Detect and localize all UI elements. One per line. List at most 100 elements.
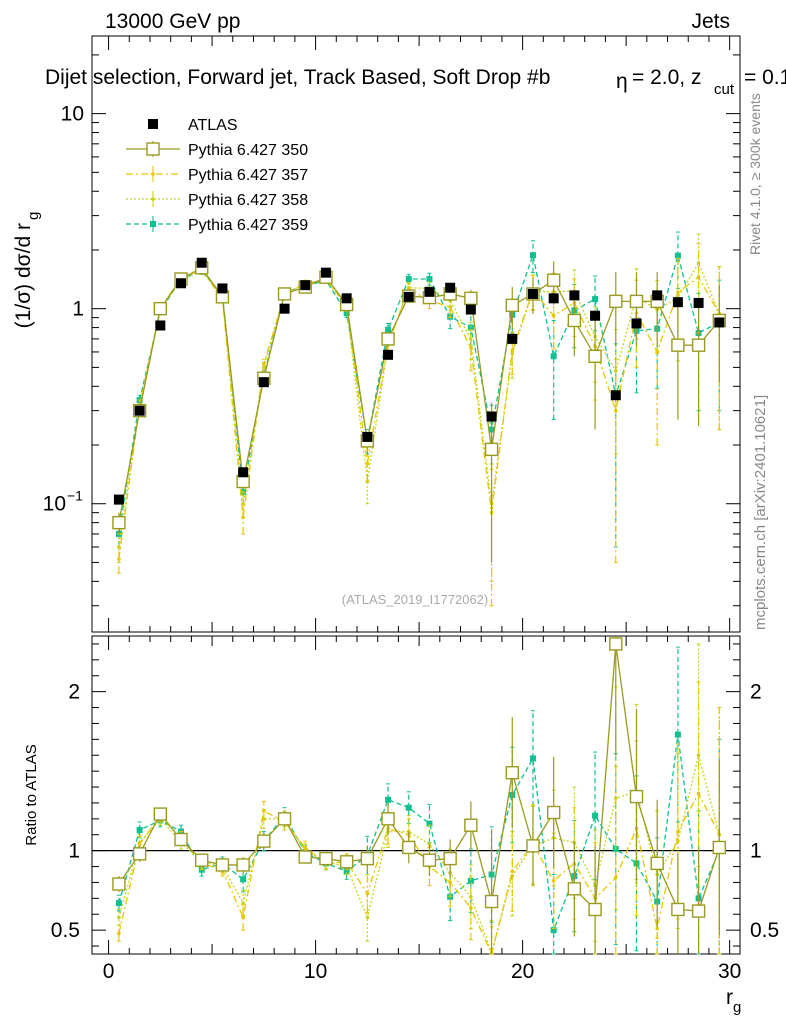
atlas-point bbox=[258, 377, 269, 388]
series-point bbox=[671, 338, 685, 352]
atlas-point bbox=[465, 304, 476, 315]
y-tick-label: 10 bbox=[43, 493, 66, 516]
series-point bbox=[365, 462, 370, 466]
ratio-series-point bbox=[405, 804, 412, 811]
analysis-watermark: (ATLAS_2019_I1772062) bbox=[342, 592, 488, 607]
main-frame bbox=[91, 35, 741, 633]
atlas-point bbox=[113, 494, 124, 505]
legend-entry-4-symbol bbox=[150, 221, 156, 227]
legend-entry-0-symbol bbox=[148, 119, 158, 129]
zcut-value: = 0.1 bbox=[744, 66, 786, 89]
series-point bbox=[153, 301, 168, 316]
rivet-note: Rivet 4.1.0, ≥ 300k events bbox=[747, 93, 763, 255]
series-point bbox=[550, 353, 557, 360]
atlas-point bbox=[341, 293, 352, 304]
legend-entry-3-symbol bbox=[151, 197, 155, 201]
ratio-tick-label-right: 0.5 bbox=[750, 919, 779, 942]
legend-entry-4-label: Pythia 6.427 359 bbox=[188, 217, 308, 234]
ratio-axis-ticks: 0.5 0.51 12 20 10 20 30 bbox=[51, 636, 779, 983]
ratio-series-point bbox=[236, 858, 250, 872]
ratio-series-point bbox=[174, 832, 188, 847]
ratio-axis-title: Ratio to ATLAS bbox=[23, 744, 40, 845]
atlas-point bbox=[320, 267, 331, 278]
ratio-series-point bbox=[319, 851, 333, 866]
atlas-point bbox=[217, 283, 228, 294]
series-point bbox=[405, 275, 412, 282]
series-point bbox=[469, 346, 473, 350]
y-tick-label: 1 bbox=[72, 298, 84, 321]
ratio-series-point bbox=[696, 791, 701, 796]
atlas-point bbox=[196, 257, 207, 268]
atlas-data-layer bbox=[113, 257, 725, 505]
series-point bbox=[117, 557, 121, 561]
ratio-series-point bbox=[298, 850, 312, 864]
ratio-series-point bbox=[546, 805, 561, 820]
atlas-point bbox=[631, 318, 642, 329]
ratio-frame bbox=[91, 635, 741, 955]
series-point bbox=[510, 348, 515, 353]
ratio-series-point bbox=[469, 894, 473, 899]
ratio-series-line bbox=[118, 643, 720, 912]
ratio-series-point bbox=[115, 900, 122, 907]
series-point bbox=[655, 350, 659, 354]
ratio-series-point bbox=[137, 842, 142, 847]
series-point bbox=[696, 275, 701, 280]
ratio-series-point bbox=[112, 877, 126, 891]
ratio-series-point bbox=[339, 855, 354, 869]
ratio-series-point bbox=[422, 853, 437, 867]
ratio-series-point bbox=[588, 902, 602, 917]
side-notes: Rivet 4.1.0, ≥ 300k events mcplots.cern.… bbox=[747, 93, 769, 630]
atlas-point bbox=[527, 288, 538, 299]
eta-glyph: η bbox=[616, 70, 628, 93]
ratio-series-point bbox=[464, 818, 478, 832]
ratio-series-point bbox=[484, 894, 499, 909]
series-point bbox=[112, 515, 126, 530]
ratio-tick-label: 0.5 bbox=[51, 919, 80, 942]
atlas-point bbox=[486, 411, 497, 422]
x-tick-label: 20 bbox=[511, 960, 534, 983]
beta-text: = 2.0, z bbox=[632, 66, 701, 89]
ratio-series-point bbox=[153, 807, 168, 821]
atlas-point bbox=[672, 297, 683, 308]
ratio-series-point bbox=[505, 766, 519, 780]
atlas-point bbox=[569, 290, 580, 301]
atlas-point bbox=[176, 278, 187, 289]
atlas-point bbox=[507, 333, 518, 344]
ratio-series-point bbox=[526, 839, 540, 853]
atlas-point bbox=[362, 431, 373, 442]
ratio-series-point bbox=[609, 637, 623, 651]
series-point bbox=[241, 515, 245, 520]
series-line bbox=[118, 261, 720, 548]
series-point bbox=[691, 338, 706, 352]
series-point bbox=[613, 408, 618, 413]
ratio-series-layer bbox=[112, 636, 726, 956]
ratio-series-point bbox=[691, 904, 706, 918]
ratio-series-point bbox=[303, 845, 308, 850]
process-label: Jets bbox=[691, 10, 730, 33]
ratio-panel: 0.5 0.51 12 20 10 20 30 bbox=[51, 635, 779, 983]
ratio-series-line bbox=[118, 792, 720, 956]
series-point bbox=[277, 287, 292, 301]
atlas-point bbox=[383, 349, 394, 360]
ratio-series-point bbox=[343, 868, 350, 875]
ratio-series-point bbox=[650, 856, 664, 871]
series-point bbox=[551, 313, 556, 318]
atlas-point bbox=[155, 320, 166, 331]
ratio-series-line bbox=[118, 755, 720, 955]
series-point bbox=[567, 313, 582, 328]
ratio-series-point bbox=[240, 876, 247, 883]
ratio-series-point bbox=[629, 789, 644, 804]
y-tick-label: 10 bbox=[61, 103, 84, 126]
ratio-series-line bbox=[118, 734, 720, 931]
atlas-point bbox=[590, 310, 601, 321]
ratio-series-point bbox=[241, 915, 245, 920]
series-point bbox=[467, 324, 474, 331]
main-series-layer bbox=[112, 231, 726, 607]
ratio-series-point bbox=[365, 891, 370, 896]
ratio-series-point bbox=[613, 875, 618, 880]
ratio-series-point bbox=[443, 851, 457, 866]
ratio-series-point bbox=[529, 755, 536, 762]
zcut-subscript: cut bbox=[714, 81, 735, 98]
atlas-point bbox=[445, 282, 456, 293]
